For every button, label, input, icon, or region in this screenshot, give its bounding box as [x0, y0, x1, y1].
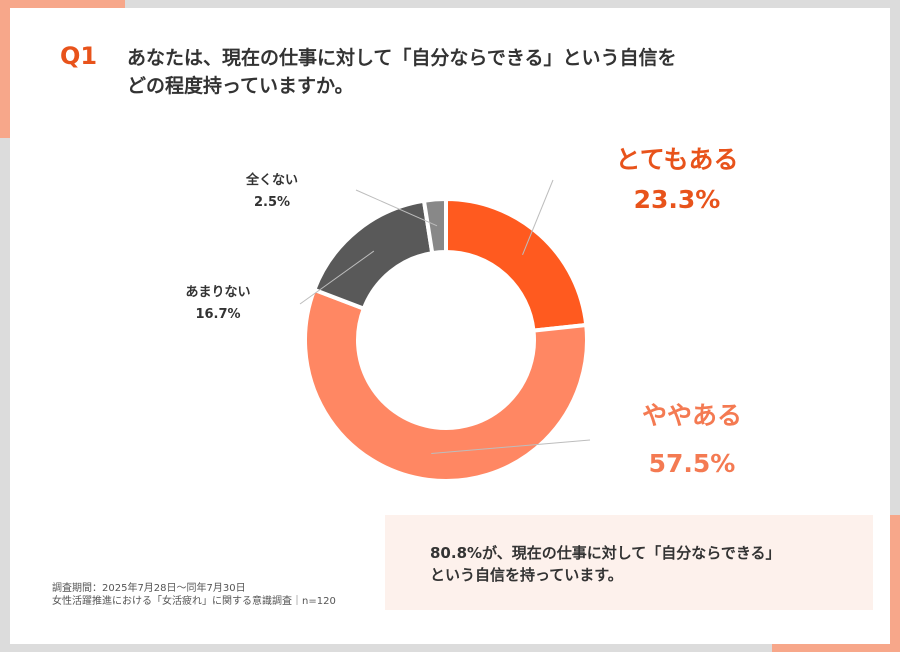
corner-accent-left [0, 0, 10, 138]
leader-not-very-confident [299, 250, 375, 305]
leader-somewhat-confident [431, 439, 591, 455]
summary-box: 80.8%が、現在の仕事に対して「自分ならできる」 という自信を持っています。 [385, 515, 873, 610]
label-very-confident: とてもある 23.3% [597, 140, 757, 220]
category-label-not-confident-at-all: 全くない [245, 173, 298, 188]
slice-very-confident [444, 197, 589, 333]
value-label-not-very-confident: 16.7% [195, 307, 241, 322]
slice-not-very-confident [312, 198, 435, 311]
slice-somewhat-confident [303, 287, 589, 483]
question-number: Q1 [60, 42, 98, 70]
corner-accent-bottom-right [772, 644, 900, 652]
leader-not-confident-at-all [355, 189, 438, 227]
label-not-very-confident: あまりない 16.7% [168, 282, 268, 326]
category-label-very-confident: とてもある [615, 145, 739, 174]
corner-accent-right [890, 515, 900, 652]
category-label-somewhat-confident: ややある [641, 401, 742, 430]
label-somewhat-confident: ややある 57.5% [617, 396, 767, 484]
label-not-confident-at-all: 全くない 2.5% [222, 170, 322, 214]
value-label-not-confident-at-all: 2.5% [253, 195, 291, 210]
category-label-not-very-confident: あまりない [185, 285, 251, 300]
survey-footnote: 調査期間：2025年7月28日～同年7月30日 女性活躍推進における「女活疲れ」… [52, 582, 336, 608]
question-text: あなたは、現在の仕事に対して「自分ならできる」という自信を どの程度持っています… [127, 44, 807, 100]
value-label-very-confident: 23.3% [633, 185, 721, 214]
footnote-line-1: 調査期間：2025年7月28日～同年7月30日 [52, 583, 246, 594]
leader-very-confident [522, 179, 554, 256]
corner-accent-top-left [0, 0, 125, 8]
footnote-line-2: 女性活躍推進における「女活疲れ」に関する意識調査｜n=120 [52, 596, 336, 607]
summary-line-1: 80.8%が、現在の仕事に対して「自分ならできる」 [430, 544, 781, 562]
summary-line-2: という自信を持っています。 [430, 566, 623, 584]
summary-text: 80.8%が、現在の仕事に対して「自分ならできる」 という自信を持っています。 [430, 542, 781, 586]
slice-not-confident-at-all [421, 197, 448, 256]
value-label-somewhat-confident: 57.5% [648, 449, 736, 478]
question-line-1: あなたは、現在の仕事に対して「自分ならできる」という自信を [127, 47, 677, 69]
question-line-2: どの程度持っていますか。 [127, 75, 354, 97]
